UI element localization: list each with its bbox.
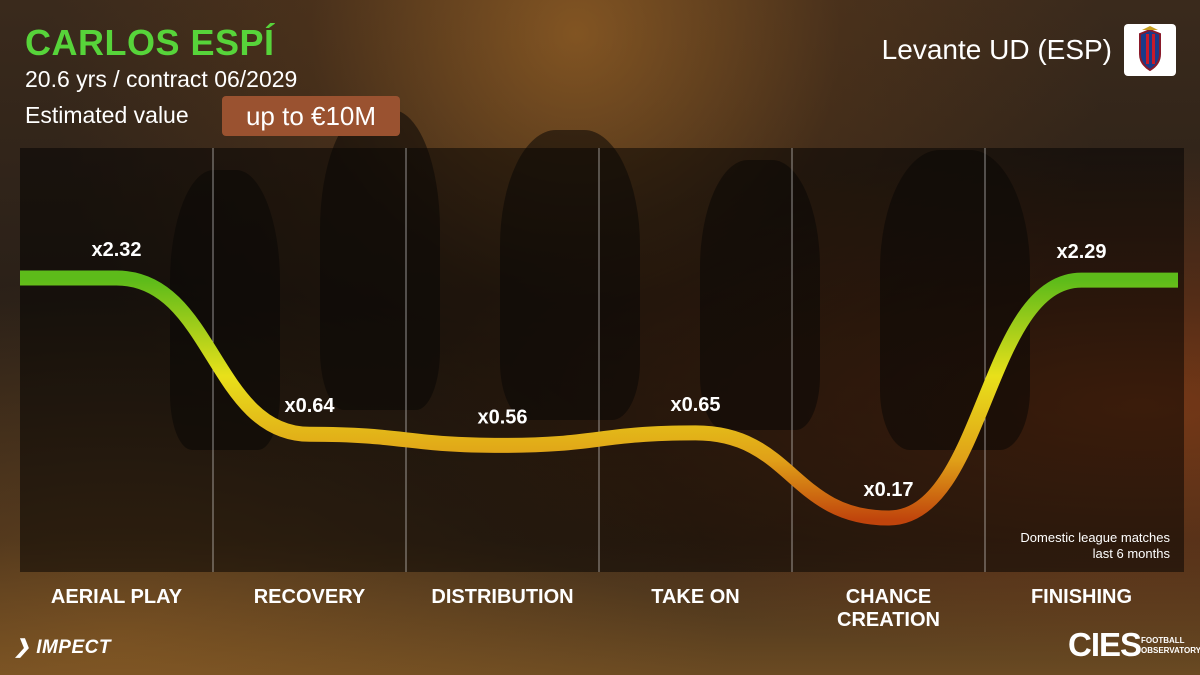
category-label: AERIAL PLAY: [50, 586, 183, 608]
impect-logo-text: IMPECT: [36, 637, 111, 658]
category-label: CHANCE CREATION: [837, 586, 940, 631]
value-label: x2.32: [91, 239, 141, 261]
value-label: x2.29: [1056, 241, 1106, 263]
impect-logo: ❯ IMPECT: [14, 637, 111, 658]
sample-note: Domestic league matches last 6 months: [1020, 530, 1170, 562]
cies-logo-sub1: FOOTBALL: [1141, 636, 1185, 645]
value-label: x0.65: [670, 394, 720, 416]
estimated-value-badge: up to €10M: [222, 96, 400, 136]
club-name: Levante UD (ESP): [881, 34, 1112, 65]
player-silhouette: [320, 110, 440, 410]
cies-logo-sub2: OBSERVATORY: [1141, 646, 1200, 655]
value-label: x0.56: [477, 406, 527, 428]
player-silhouette: [700, 160, 820, 430]
value-label: x0.64: [284, 395, 335, 417]
category-label: DISTRIBUTION: [431, 586, 574, 608]
player-silhouette: [500, 130, 640, 420]
category-label: RECOVERY: [253, 586, 366, 608]
category-label: FINISHING: [1030, 586, 1133, 608]
trend-line: [20, 270, 1178, 526]
player-name: CARLOS ESPÍ: [25, 22, 275, 63]
cies-logo: CIES: [1068, 626, 1142, 663]
estimated-value-label: Estimated value: [25, 102, 189, 128]
cies-logo-subtitle: FOOTBALL OBSERVATORY: [1141, 636, 1200, 656]
player-silhouette: [880, 150, 1030, 450]
value-label: x0.17: [863, 479, 913, 501]
sample-note-line2: last 6 months: [1092, 546, 1170, 561]
player-age-contract: 20.6 yrs / contract 06/2029: [25, 66, 298, 92]
club-crest-icon: [1124, 24, 1176, 76]
sample-note-line1: Domestic league matches: [1020, 530, 1170, 545]
category-label: TAKE ON: [651, 586, 740, 608]
